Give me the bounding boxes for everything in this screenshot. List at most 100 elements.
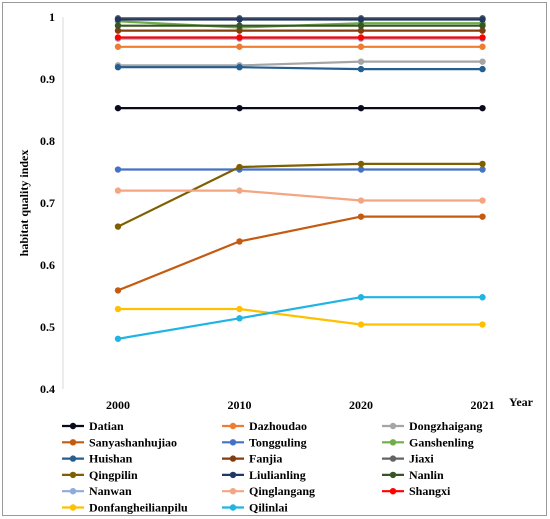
data-point <box>357 294 365 301</box>
data-point <box>236 238 243 245</box>
legend-item: Fanjia <box>222 452 282 466</box>
series-qilinlai <box>114 294 486 342</box>
legend-label: Datian <box>89 419 124 433</box>
legend-swatch-marker <box>229 439 237 446</box>
data-point <box>357 197 365 204</box>
legend-label: Nanwan <box>89 484 132 498</box>
series-nanlin <box>114 22 486 29</box>
legend-label: Liulianling <box>249 468 306 482</box>
legend-label: Jiaxi <box>409 452 434 466</box>
legend-swatch-marker <box>389 488 397 495</box>
legend-swatch-marker <box>69 422 77 430</box>
data-point <box>114 104 122 112</box>
legend-item: Datian <box>62 419 124 433</box>
legend-swatch-marker <box>229 488 237 495</box>
legend-label: Qingpilin <box>89 468 138 482</box>
legend-item: Ganshenling <box>382 435 474 449</box>
data-point <box>114 22 122 29</box>
legend: Datian Dazhoudao Dongzhaigang Sanyashanhuji… <box>62 419 482 515</box>
data-point <box>114 287 122 294</box>
series-fanjia <box>114 27 486 34</box>
x-tick-label: 2000 <box>106 398 130 412</box>
data-point <box>479 197 486 204</box>
legend-label: Tongguling <box>249 435 307 449</box>
data-point <box>236 34 243 41</box>
legend-item: Qingpilin <box>62 468 138 482</box>
data-point <box>236 27 243 34</box>
data-point <box>357 166 365 173</box>
series-line <box>117 215 483 292</box>
data-point <box>114 16 122 23</box>
data-point <box>479 16 486 23</box>
series-line <box>118 66 483 71</box>
legend-swatch-marker <box>229 455 237 462</box>
data-point <box>236 22 243 29</box>
legend-item: Liulianling <box>222 468 306 482</box>
series-tongguling <box>114 166 486 173</box>
x-tick-label: 2010 <box>228 398 252 412</box>
legend-swatch-marker <box>389 455 397 462</box>
series-liulianling <box>114 16 486 23</box>
data-point <box>357 321 365 328</box>
series-sanyashanhujiao <box>114 213 486 294</box>
data-point <box>479 65 486 73</box>
y-tick-label: 0.6 <box>40 258 55 272</box>
legend-swatch-marker <box>389 439 397 446</box>
legend-swatch-marker <box>69 504 77 511</box>
legend-item: Nanwan <box>62 484 132 498</box>
legend-swatch-marker <box>229 504 237 511</box>
data-point <box>357 65 365 73</box>
data-point <box>114 34 122 41</box>
data-point <box>236 16 243 23</box>
data-point <box>236 187 243 194</box>
data-point <box>114 27 122 34</box>
legend-label: Nanlin <box>409 468 444 482</box>
series-line <box>118 189 483 202</box>
legend-swatch-marker <box>69 488 77 495</box>
series-line <box>117 296 483 340</box>
data-point <box>357 58 365 65</box>
data-point <box>479 58 486 65</box>
data-point <box>479 34 486 41</box>
data-point <box>357 16 365 23</box>
y-tick-label: 1 <box>49 10 55 24</box>
legend-swatch-marker <box>389 471 397 479</box>
data-point <box>114 166 122 173</box>
data-point <box>114 223 122 230</box>
data-point <box>357 104 365 112</box>
y-tick-label: 0.8 <box>40 134 55 148</box>
x-axis-title: Year <box>509 395 534 409</box>
legend-label: Donfangheilianpilu <box>89 501 188 515</box>
series-line <box>117 162 483 228</box>
data-point <box>357 213 365 220</box>
legend-swatch-marker <box>69 455 77 462</box>
x-tick-label: 2020 <box>349 398 373 412</box>
legend-item: Sanyashanhujiao <box>62 435 177 449</box>
series-qingpilin <box>114 160 486 230</box>
x-tick-label: 2021 <box>471 398 495 412</box>
legend-item: Huishan <box>62 452 133 466</box>
legend-item: Jiaxi <box>382 452 434 466</box>
series-line <box>118 60 483 67</box>
legend-item: Donfangheilianpilu <box>62 501 188 515</box>
legend-item: Qinglangang <box>222 484 315 498</box>
legend-item: Nanlin <box>382 468 444 482</box>
legend-label: Dongzhaigang <box>409 419 482 433</box>
series-donfangheilianpilu <box>114 305 486 328</box>
legend-item: Qilinlai <box>222 501 288 515</box>
data-point <box>236 104 243 112</box>
data-point <box>479 166 486 173</box>
legend-label: Huishan <box>89 452 133 466</box>
series-line <box>118 307 483 326</box>
data-point <box>236 64 243 71</box>
data-point <box>479 321 486 328</box>
data-point <box>357 27 365 34</box>
data-point <box>479 213 486 220</box>
data-point <box>479 27 486 34</box>
data-point <box>479 104 486 112</box>
data-point <box>114 187 122 194</box>
data-point <box>114 305 122 313</box>
data-point <box>114 335 122 342</box>
